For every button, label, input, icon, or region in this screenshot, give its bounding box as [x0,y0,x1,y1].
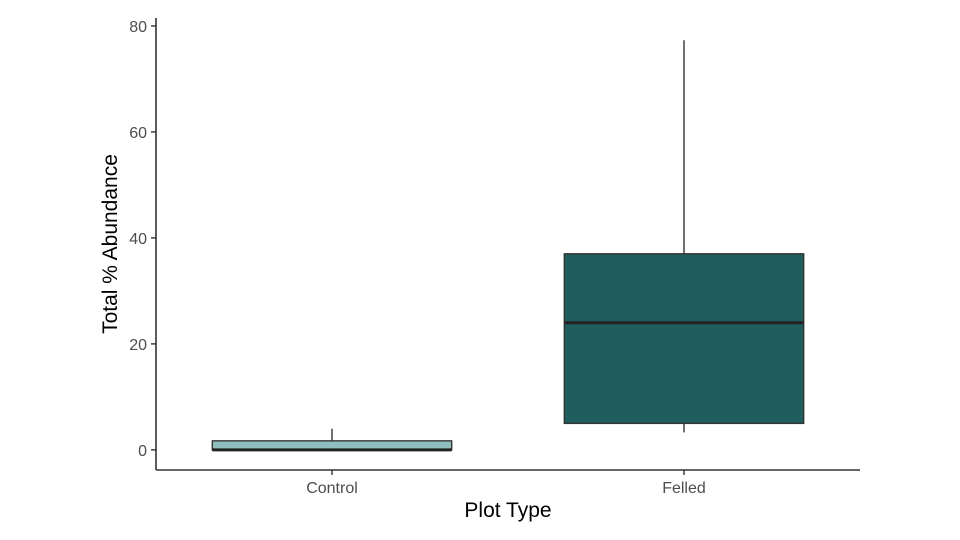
x-tick-label-control: Control [306,480,358,497]
y-tick-label: 60 [129,125,147,142]
x-tick-label-felled: Felled [662,480,706,497]
x-axis-title: Plot Type [464,499,551,522]
box-felled [563,40,805,433]
y-tick-label: 0 [138,443,147,460]
y-tick-label: 40 [129,231,147,248]
y-axis-ticks: 0 20 40 60 80 [129,19,156,460]
x-axis-ticks: Control Felled [306,470,706,497]
box-series [211,40,805,452]
y-axis-title: Total % Abundance [99,154,122,334]
box-body [563,253,805,425]
y-tick-label: 80 [129,19,147,36]
box-control [211,428,453,452]
y-tick-label: 20 [129,337,147,354]
